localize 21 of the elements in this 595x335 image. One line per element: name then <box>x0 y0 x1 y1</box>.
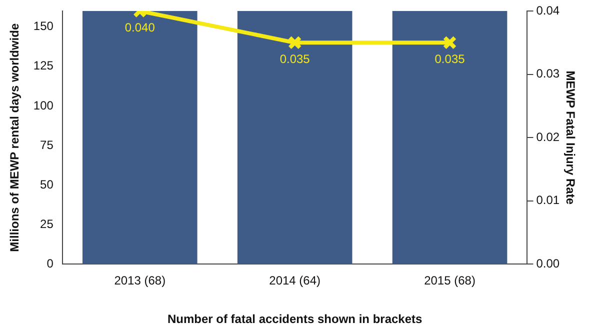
data-label: 0.035 <box>280 52 310 66</box>
x-tick-label: 2014 (64) <box>269 274 321 288</box>
y2-axis-title: MEWP Fatal Injury Rate <box>563 70 578 205</box>
data-label: 0.040 <box>124 20 156 34</box>
y2-tick-label: 0.02 <box>536 130 560 144</box>
y-tick-label: 100 <box>33 98 54 112</box>
x-tick-label: 2013 (68) <box>114 274 166 288</box>
y-tick-label: 0 <box>46 256 54 271</box>
x-axis-title: Number of fatal accidents shown in brackets <box>167 312 423 326</box>
y-tick-label: 25 <box>40 216 54 231</box>
data-label: 0.035 <box>434 52 466 66</box>
y-tick-label: 150 <box>33 19 54 34</box>
y-tick-label: 50 <box>40 177 54 192</box>
y-tick-label: 125 <box>33 58 54 73</box>
y2-tick-label: 0.03 <box>536 66 560 81</box>
y2-tick-label: 0.01 <box>536 193 560 208</box>
y2-tick-label: 0.00 <box>536 256 560 271</box>
y2-tick-label: 0.04 <box>536 3 560 18</box>
y-tick-label: 75 <box>40 138 54 152</box>
y-axis-title: Millions of MEWP rental days worldwide <box>8 23 22 252</box>
x-tick-label: 2015 (68) <box>424 274 476 288</box>
